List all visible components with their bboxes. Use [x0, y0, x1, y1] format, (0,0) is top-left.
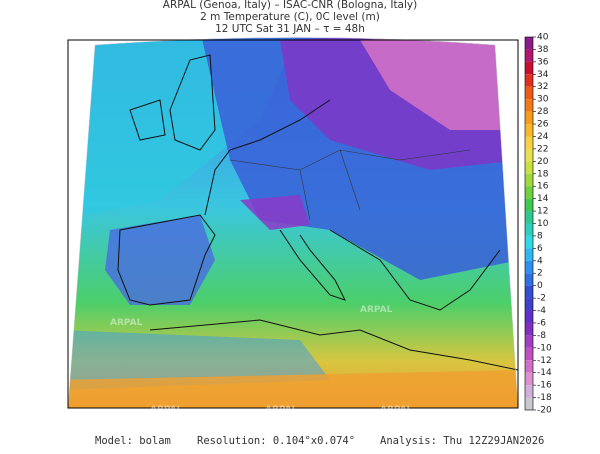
colorbar-segment	[525, 372, 533, 386]
colorbar-segment	[525, 310, 533, 323]
colorbar-tick-label: 40	[537, 33, 549, 43]
colorbar-segment	[525, 397, 533, 410]
coast-africa	[149, 319, 519, 371]
map-field	[68, 37, 518, 408]
header-line: ARPAL (Genoa, Italy) – ISAC-CNR (Bologna…	[163, 0, 417, 11]
colorbar-segment	[525, 347, 533, 361]
colorbar-segment	[525, 186, 533, 199]
borders	[229, 149, 471, 221]
colorbar-tick-label: 0	[537, 281, 543, 291]
coast-balkans	[329, 229, 501, 311]
colorbar-tick-label: 18	[537, 169, 549, 179]
colorbar-tick-label: 30	[537, 95, 549, 105]
colorbar-tick-label: 38	[537, 45, 549, 55]
coastlines	[117, 54, 519, 371]
colorbar-tick-label: 10	[537, 219, 549, 229]
colorbar-segment	[525, 74, 533, 87]
colorbar-segment	[525, 148, 533, 162]
colorbar-segment	[525, 173, 533, 187]
domain-outline	[67, 37, 519, 409]
map-frame	[67, 39, 519, 409]
colorbar-tick-label: 34	[537, 70, 549, 80]
colorbar-segment	[525, 385, 533, 398]
colorbar-segment	[525, 49, 533, 62]
colorbar-tick-label: 26	[537, 120, 549, 130]
colorbar-segment	[525, 273, 533, 286]
colorbar-segment	[525, 298, 533, 311]
colorbar-tick-label: -2	[537, 294, 546, 304]
colorbar-tick-label: -20	[537, 406, 552, 416]
colorbar-tick-label: 4	[537, 256, 543, 266]
colorbar-segment	[525, 198, 533, 212]
colorbar-segment	[525, 111, 533, 125]
coast-ireland	[129, 99, 166, 141]
colorbar-segment	[525, 99, 533, 112]
footer-model: Model: bolam	[95, 435, 171, 447]
colorbar-tick-label: 14	[537, 194, 549, 204]
field-alps	[240, 195, 310, 230]
colorbar-tick-label: 32	[537, 82, 548, 92]
colorbar-segment	[525, 235, 533, 249]
footer-resolution: Resolution: 0.104°x0.074°	[197, 435, 355, 447]
colorbar-tick-label: 36	[537, 57, 549, 67]
field-atlas	[68, 330, 330, 390]
watermark: ARPAL	[380, 405, 413, 415]
colorbar-tick-label: -8	[537, 331, 546, 341]
colorbar-tick-label: 24	[537, 132, 549, 142]
colorbar-segment	[525, 322, 533, 336]
colorbar-segment	[525, 124, 533, 137]
colorbar-segment	[525, 37, 533, 50]
colorbar-tick-label: 20	[537, 157, 549, 167]
colorbar-segment	[525, 248, 533, 261]
colorbar: 4038363432302826242220181614121086420-2-…	[524, 33, 552, 416]
watermark: ARPAL	[110, 318, 143, 328]
coast-britain	[169, 54, 216, 151]
colorbar-segment	[525, 360, 533, 373]
field-iberia	[105, 215, 215, 305]
colorbar-tick-label: -12	[537, 356, 552, 366]
colorbar-tick-label: -10	[537, 343, 552, 353]
footer-analysis: Analysis: Thu 12Z29JAN2026	[380, 435, 544, 447]
header-line: 2 m Temperature (C), 0C level (m)	[200, 11, 380, 23]
colorbar-tick-label: -16	[537, 381, 552, 391]
colorbar-segment	[525, 86, 533, 100]
colorbar-tick-label: 22	[537, 144, 548, 154]
colorbar-tick-label: -6	[537, 318, 546, 328]
colorbar-segment	[525, 61, 533, 75]
colorbar-segment	[525, 223, 533, 236]
colorbar-segment	[525, 285, 533, 299]
colorbar-segment	[525, 335, 533, 348]
colorbar-tick-label: -14	[537, 368, 552, 378]
colorbar-segment	[525, 136, 533, 149]
colorbar-tick-label: 28	[537, 107, 549, 117]
coast-france	[204, 99, 331, 216]
colorbar-tick-label: -18	[537, 393, 552, 403]
coast-italy	[279, 229, 346, 301]
colorbar-tick-label: 8	[537, 231, 543, 241]
colorbar-tick-label: 2	[537, 269, 543, 279]
colorbar-segment	[525, 260, 533, 274]
colorbar-segment	[525, 161, 533, 174]
colorbar-segment	[525, 211, 533, 224]
watermark: ARPAL	[150, 405, 183, 415]
coast-iberia	[117, 214, 216, 306]
colorbar-tick-label: 6	[537, 244, 543, 254]
watermark: ARPAL	[265, 405, 298, 415]
watermark: ARPAL	[360, 305, 393, 315]
colorbar-tick-label: 12	[537, 207, 548, 217]
header-line: 12 UTC Sat 31 JAN – τ = 48h	[215, 23, 365, 35]
colorbar-tick-label: 16	[537, 182, 549, 192]
colorbar-tick-label: -4	[537, 306, 546, 316]
field-coldest	[360, 37, 518, 130]
